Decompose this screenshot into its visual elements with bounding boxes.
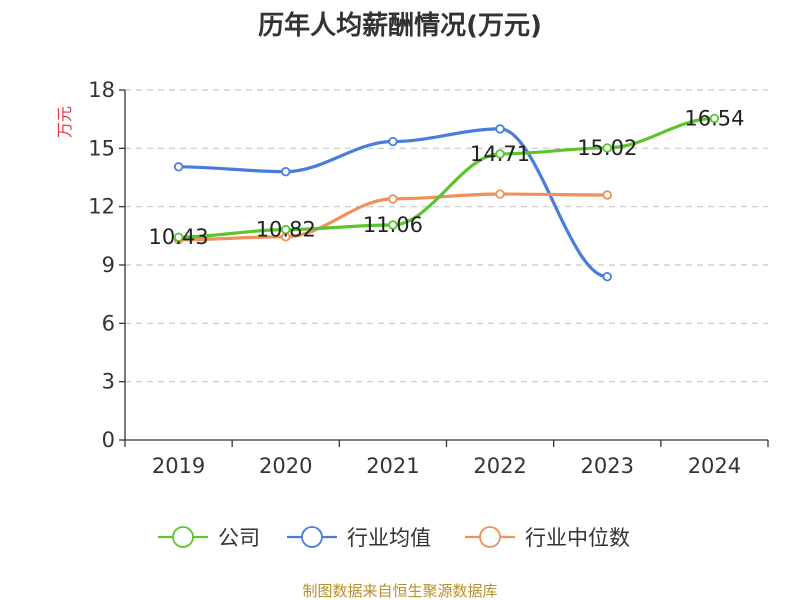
y-tick-label: 12 xyxy=(88,195,115,219)
data-point xyxy=(281,224,291,235)
data-point xyxy=(173,162,184,172)
legend: 公司 行业均值 行业中位数 xyxy=(158,526,630,550)
data-point xyxy=(495,149,505,159)
x-tick-label: 2021 xyxy=(366,454,419,478)
x-tick-label: 2019 xyxy=(152,454,205,478)
data-point xyxy=(602,143,612,153)
series-line xyxy=(176,116,717,239)
data-point xyxy=(281,166,291,177)
axes: 0 3 6 9 12 15 18 2019 2020 2021 2022 2023 2024 xyxy=(88,78,769,478)
x-tick-label: 2020 xyxy=(259,454,312,478)
y-tick-label: 0 xyxy=(102,428,115,452)
data-label: 14.71 xyxy=(470,142,530,166)
x-tick-label: 2024 xyxy=(688,454,741,478)
data-point xyxy=(495,124,505,134)
data-point xyxy=(388,136,398,147)
x-tick-label: 2022 xyxy=(473,454,526,478)
data-point xyxy=(388,220,398,230)
y-axis-label: 万元 xyxy=(55,106,74,138)
legend-marker xyxy=(172,526,194,548)
data-point xyxy=(495,189,505,199)
data-point xyxy=(173,232,184,242)
data-labels: 10.43 10.82 11.06 14.71 15.02 16.54 xyxy=(149,106,745,249)
legend-marker xyxy=(301,526,323,548)
data-point xyxy=(602,271,612,282)
y-tick-label: 18 xyxy=(88,78,115,102)
source-note: 制图数据来自恒生聚源数据库 xyxy=(302,582,497,600)
y-tick-label: 9 xyxy=(102,253,115,277)
legend-marker xyxy=(479,526,501,548)
y-tick-label: 15 xyxy=(88,136,115,160)
data-label: 15.02 xyxy=(577,136,637,160)
data-label: 10.82 xyxy=(256,218,316,242)
y-tick-label: 3 xyxy=(102,370,115,394)
chart-title: 历年人均薪酬情况(万元) xyxy=(258,10,542,41)
data-label: 10.43 xyxy=(149,225,209,249)
legend-label: 行业中位数 xyxy=(525,526,630,550)
x-tick-label: 2023 xyxy=(581,454,634,478)
legend-label: 公司 xyxy=(218,526,260,550)
data-label: 16.54 xyxy=(684,106,744,130)
data-point xyxy=(388,194,398,204)
y-tick-label: 6 xyxy=(102,311,115,335)
gridlines xyxy=(125,89,768,383)
series-points xyxy=(173,113,720,282)
data-label: 11.06 xyxy=(363,213,423,237)
legend-label: 行业均值 xyxy=(347,526,431,550)
data-point xyxy=(602,190,612,200)
data-point xyxy=(709,113,720,124)
